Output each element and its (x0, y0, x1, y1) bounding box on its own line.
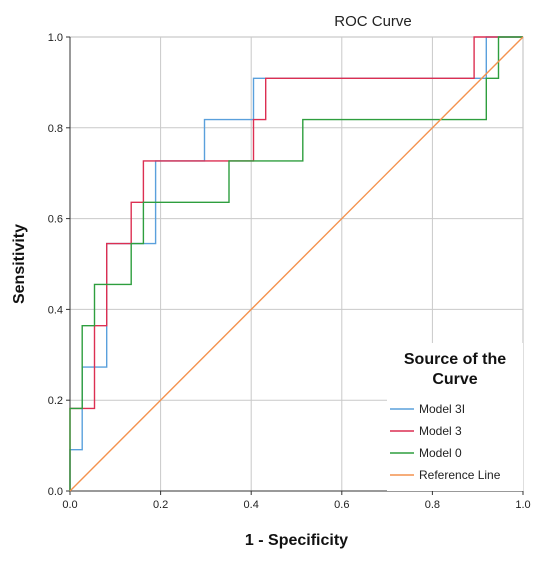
legend-background (387, 343, 523, 491)
x-tick-label: 1.0 (515, 499, 530, 511)
x-tick-label: 0.6 (334, 499, 349, 511)
x-axis-title: 1 - Specificity (245, 532, 348, 549)
y-tick-label: 1.0 (48, 32, 63, 44)
chart-title: ROC Curve (334, 13, 412, 30)
series-line-reference-line (69, 36, 524, 492)
legend: Source of the Curve Model 3I Model 3 Model 0… (387, 343, 523, 491)
y-tick-label: 0.6 (48, 214, 63, 226)
legend-title-line: Source of the (404, 351, 506, 368)
x-tick-label: 0.8 (425, 499, 440, 511)
legend-label: Model 0 (419, 446, 462, 460)
y-tick-label: 0.2 (48, 395, 63, 407)
x-tick-label: 0.4 (244, 499, 259, 511)
x-tick-label: 0.0 (62, 499, 77, 511)
legend-label: Reference Line (419, 468, 501, 482)
legend-label: Model 3 (419, 424, 462, 438)
y-tick-label: 0.0 (48, 486, 63, 498)
legend-label: Model 3I (419, 402, 465, 416)
y-tick-label: 0.4 (48, 304, 63, 316)
x-tick-label: 0.2 (153, 499, 168, 511)
legend-title-line: Curve (432, 371, 477, 388)
y-tick-label: 0.8 (48, 123, 63, 135)
y-axis-title: Sensitivity (11, 224, 28, 304)
series-line-model-0 (69, 36, 523, 491)
